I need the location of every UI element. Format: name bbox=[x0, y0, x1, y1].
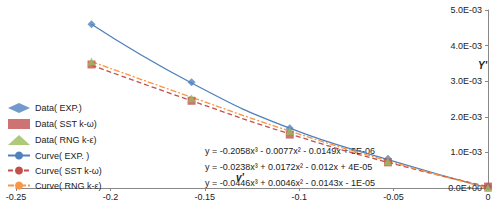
svg-text:5.0E-03: 5.0E-03 bbox=[450, 5, 482, 15]
svg-text:1.0E-03: 1.0E-03 bbox=[450, 147, 482, 157]
svg-text:0.0E+00: 0.0E+00 bbox=[448, 183, 482, 193]
svg-text:-0.2: -0.2 bbox=[103, 192, 119, 202]
svg-text:y = -0.2058x³ - 0.0077x² - 0.0: y = -0.2058x³ - 0.0077x² - 0.0149x + 5E-… bbox=[205, 145, 376, 156]
svg-text:Curve( SST k-ω): Curve( SST k-ω) bbox=[35, 166, 102, 176]
svg-text:-0.1: -0.1 bbox=[291, 192, 307, 202]
svg-text:y = -0.0238x³ + 0.0172x² - 0.0: y = -0.0238x³ + 0.0172x² - 0.012x + 4E-0… bbox=[205, 162, 372, 172]
svg-text:0: 0 bbox=[485, 192, 490, 202]
svg-text:-0.15: -0.15 bbox=[195, 192, 216, 202]
svg-text:Data( EXP.): Data( EXP.) bbox=[35, 103, 82, 113]
svg-text:2.0E-03: 2.0E-03 bbox=[450, 112, 482, 122]
svg-text:-0.05: -0.05 bbox=[383, 192, 404, 202]
svg-text:y = -0.0446x³ + 0.0046x² - 0.0: y = -0.0446x³ + 0.0046x² - 0.0143x - 1E-… bbox=[205, 178, 375, 188]
svg-text:4.0E-03: 4.0E-03 bbox=[450, 41, 482, 51]
svg-text:Data( SST k-ω): Data( SST k-ω) bbox=[35, 119, 97, 129]
svg-text:-0.25: -0.25 bbox=[6, 192, 27, 202]
svg-text:Curve( EXP. ): Curve( EXP. ) bbox=[35, 151, 89, 161]
svg-text:Y': Y' bbox=[478, 60, 488, 71]
svg-text:Data( RNG k-ε): Data( RNG k-ε) bbox=[35, 135, 97, 145]
svg-text:Curve( RNG k-ε): Curve( RNG k-ε) bbox=[35, 181, 102, 191]
svg-text:3.0E-03: 3.0E-03 bbox=[450, 76, 482, 86]
svg-text:v': v' bbox=[236, 172, 245, 183]
